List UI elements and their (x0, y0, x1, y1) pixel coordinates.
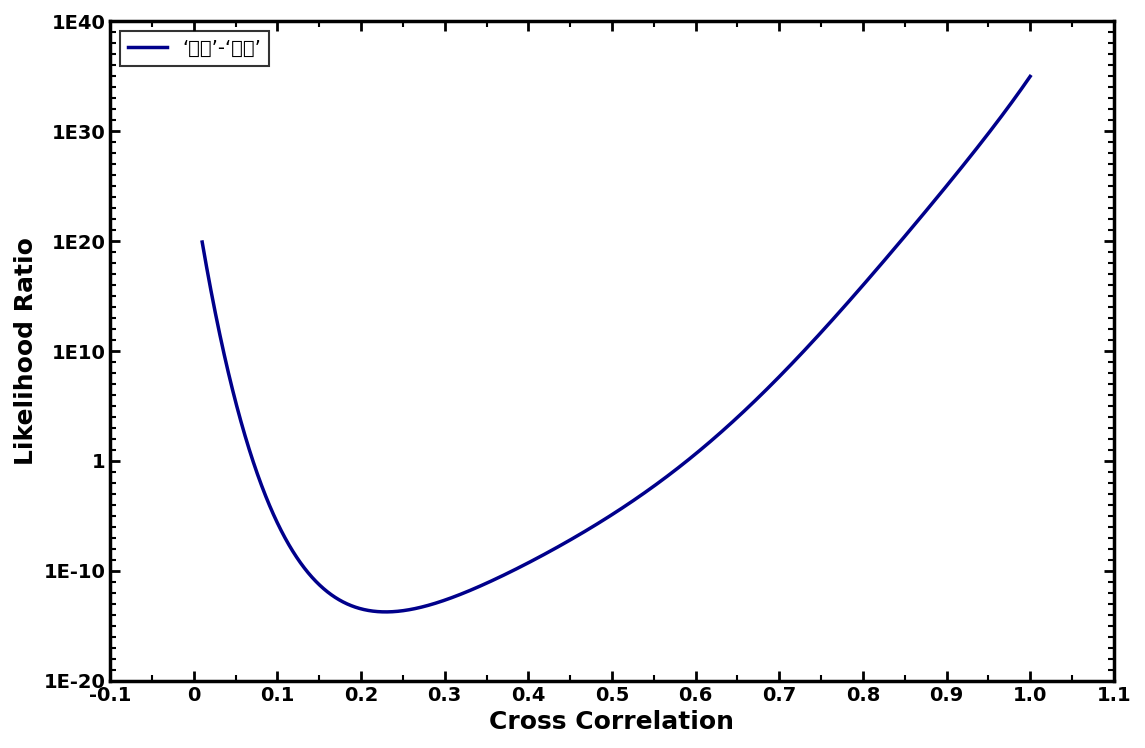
‘가가’-‘가나’ (513, 562, 527, 571)
‘가가’-‘가나’ (1024, 72, 1037, 81)
X-axis label: Cross Correlation: Cross Correlation (490, 710, 734, 734)
‘가가’-‘가나’ (196, 238, 210, 247)
‘가가’-‘가나’ (918, 208, 932, 217)
‘가가’-‘가나’ (290, 553, 303, 562)
Y-axis label: Likelihood Ratio: Likelihood Ratio (14, 237, 38, 465)
‘가가’-‘가나’ (548, 544, 562, 553)
‘가가’-‘가나’ (339, 599, 353, 608)
‘가가’-‘가나’ (1008, 94, 1021, 103)
Line: ‘가가’-‘가나’: ‘가가’-‘가나’ (203, 76, 1031, 612)
Legend: ‘가가’-‘가나’: ‘가가’-‘가나’ (120, 31, 269, 66)
‘가가’-‘가나’ (379, 607, 393, 616)
